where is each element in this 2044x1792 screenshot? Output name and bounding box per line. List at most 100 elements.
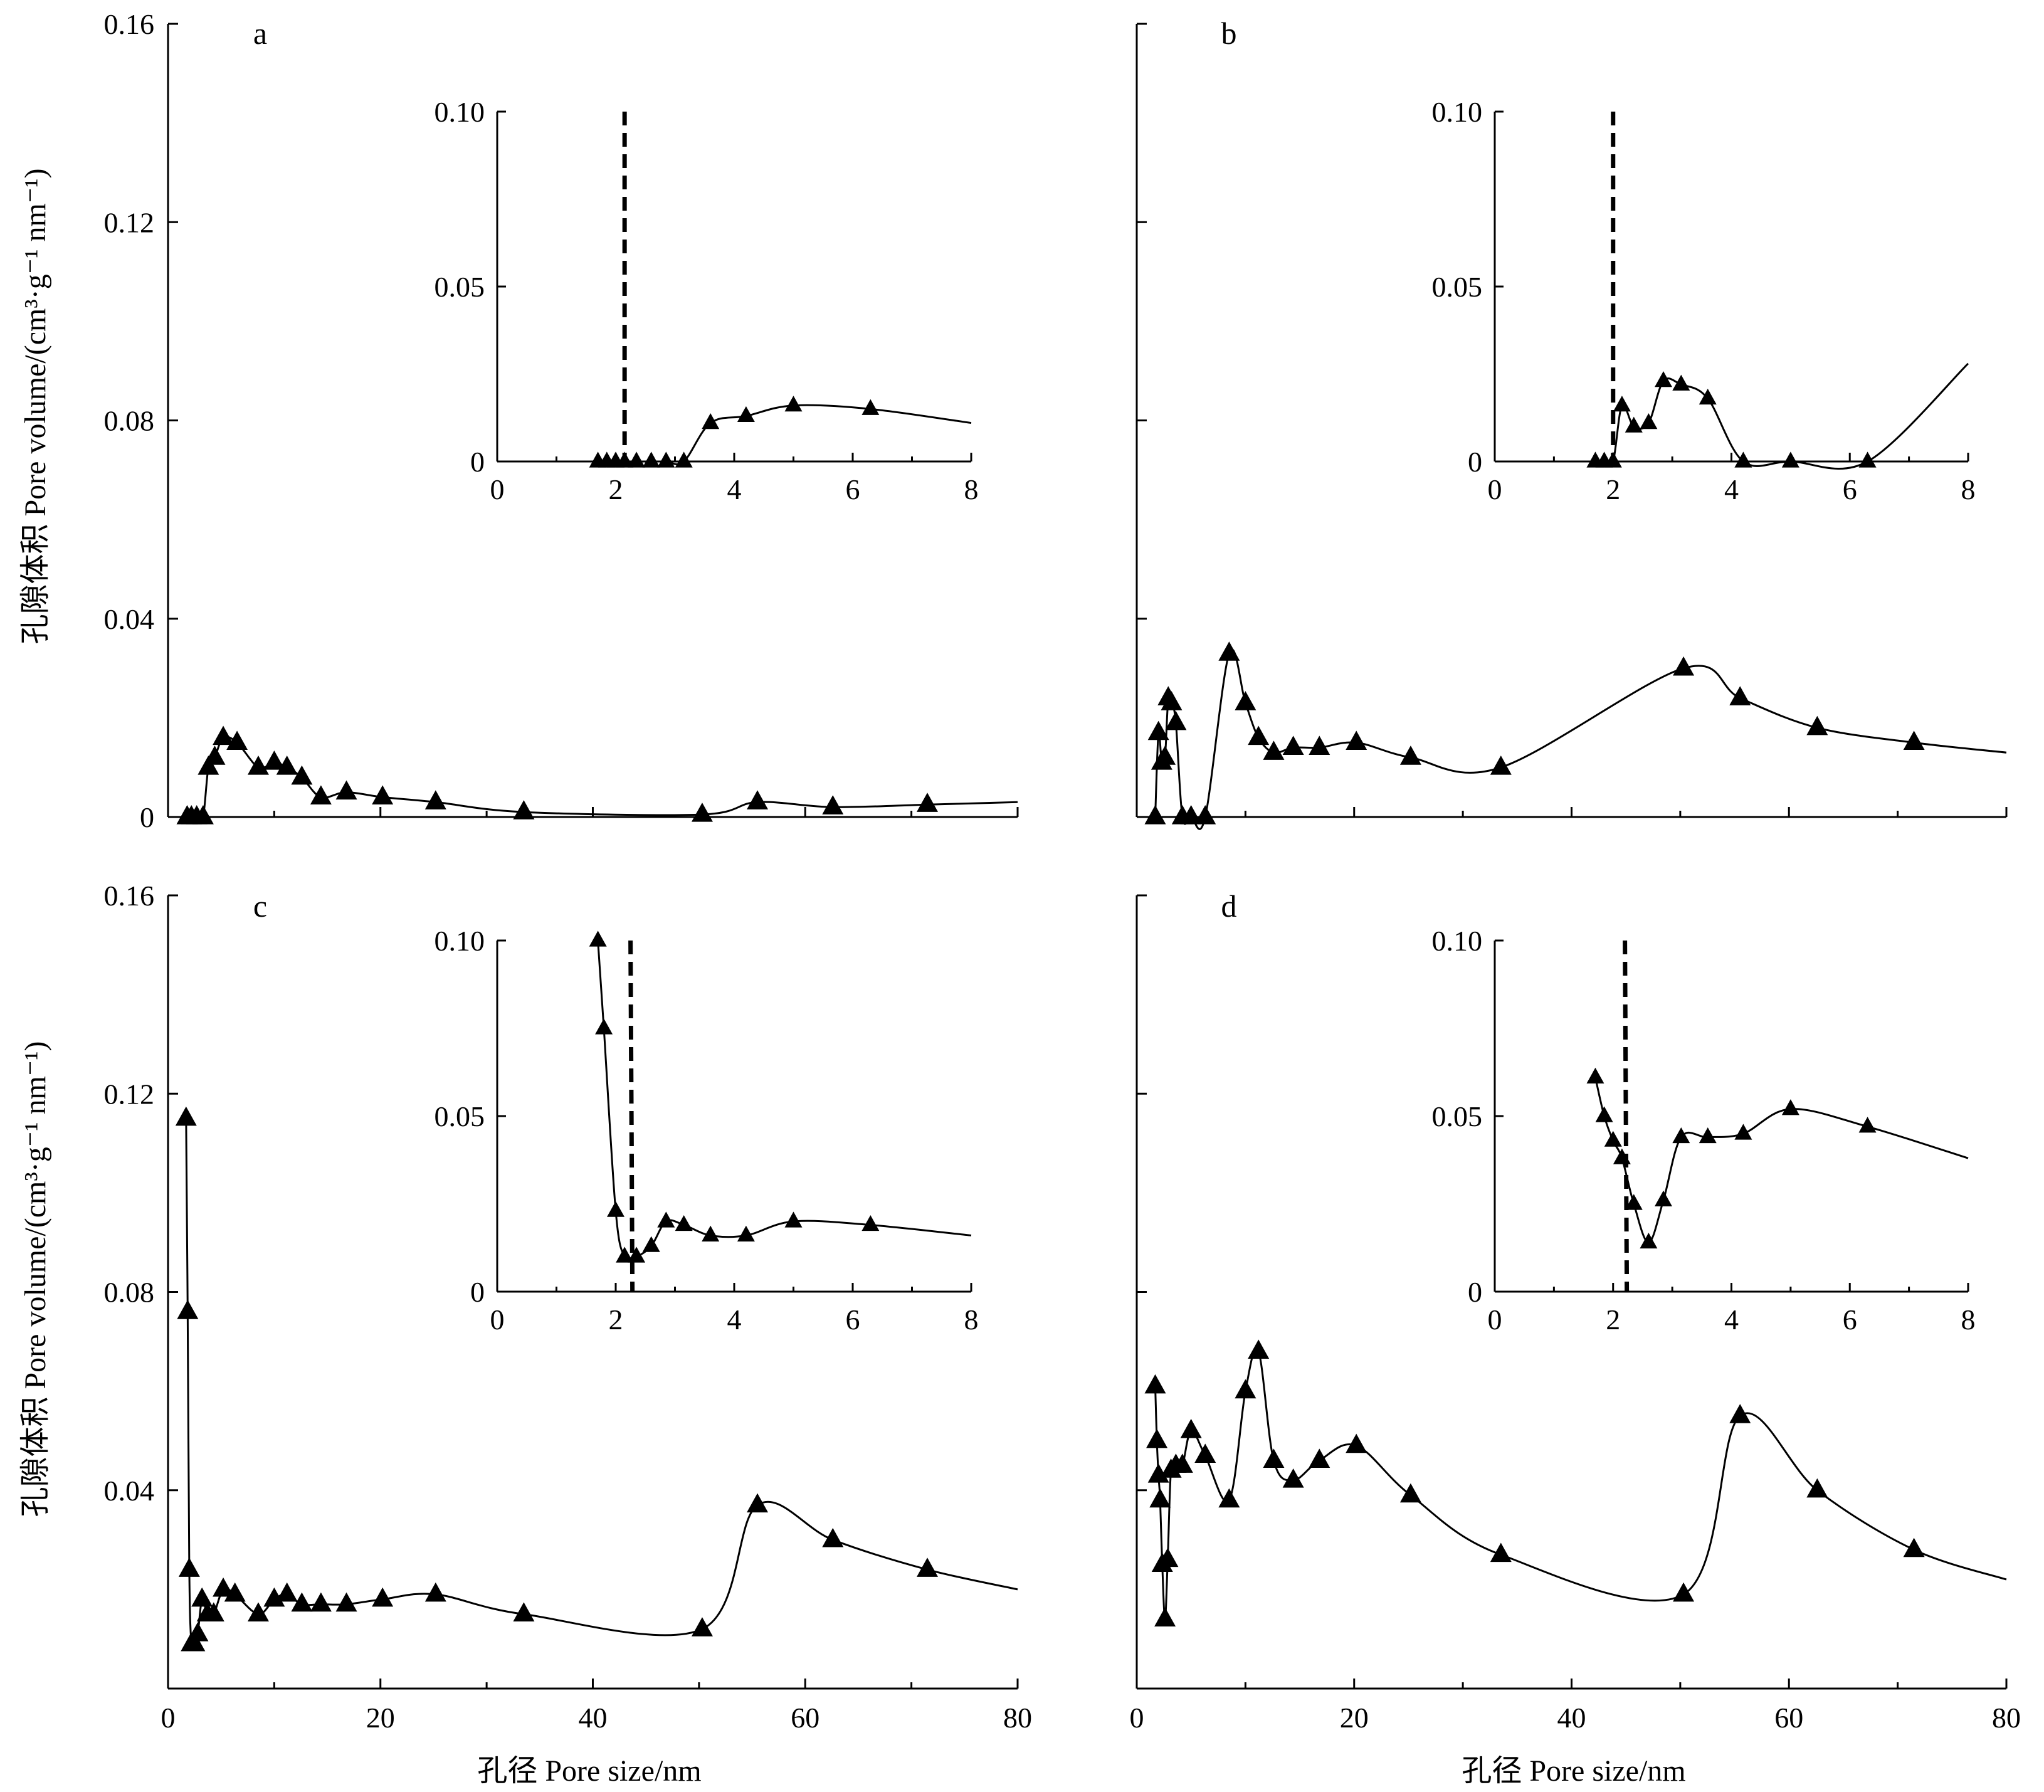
panel-b-data-point: [1282, 735, 1304, 755]
panel-b-data-point: [1729, 686, 1751, 705]
panel-d-data-point: [1180, 1418, 1202, 1438]
panel-a-inset-x-tick-label: 0: [490, 473, 505, 505]
panel-d-inset-data-point: [1781, 1099, 1799, 1115]
panel-d-data-point: [1144, 1374, 1166, 1394]
panel-a-inset-data-point: [675, 451, 693, 468]
panel-a-data-point: [192, 805, 214, 825]
panel-a-inset-y-tick-label: 0.10: [435, 96, 485, 128]
panel-d-data-point: [1146, 1428, 1168, 1448]
panel-c-inset-data-point: [595, 1018, 613, 1035]
panel-a-y-tick-label: 0: [140, 801, 154, 833]
panel-a-inset-y-tick-label: 0: [470, 446, 485, 478]
panel-b-data-point: [1147, 720, 1169, 741]
panel-c-x-tick-label: 20: [366, 1702, 395, 1734]
xlabel-left: 孔径 Pore size/nm: [477, 1754, 701, 1788]
panel-c-data-point: [263, 1587, 285, 1607]
panel-c-inset-data-point: [628, 1246, 646, 1263]
panel-c-data-point: [424, 1582, 446, 1602]
panel-c-data-point: [372, 1587, 394, 1607]
panel-d-data-point: [1235, 1379, 1256, 1399]
panel-b-data-point: [1309, 735, 1330, 755]
panel-c-y-tick-label: 0.12: [104, 1078, 155, 1110]
panel-b-inset-data-point: [1613, 396, 1631, 412]
panel-d-data-point: [1806, 1478, 1828, 1498]
panel-b-inset-y-tick-label: 0: [1468, 446, 1482, 478]
panel-c-data-point: [822, 1527, 844, 1547]
panel-a-data-point: [310, 785, 332, 805]
panel-d-inset-x-tick-label: 4: [1724, 1304, 1739, 1336]
panel-a-inset-data-point: [861, 399, 880, 415]
panel-b-data-point: [1490, 755, 1512, 775]
panel-c-inset-data-point: [589, 930, 607, 947]
panel-d-data-point: [1729, 1404, 1751, 1423]
panel-b-inset-x-tick-label: 2: [1606, 473, 1620, 505]
panel-b-inset-y-tick-label: 0.05: [1432, 271, 1483, 303]
panel-a-y-tick-label: 0.04: [104, 603, 155, 635]
panel-c-inset-data-point: [642, 1236, 660, 1252]
panel-a-inset-x-tick-label: 4: [727, 473, 742, 505]
panel-c-data-point: [184, 1631, 206, 1652]
panel-c-x-tick-label: 60: [791, 1702, 819, 1734]
panel-c-inset-data-point: [616, 1246, 634, 1263]
panel-a-inset-data-point: [628, 451, 646, 468]
panel-c-y-tick-label: 0.08: [104, 1277, 155, 1309]
panel-a-data-point: [747, 790, 769, 809]
panel-c-data-point: [276, 1582, 298, 1602]
panel-d-label: d: [1221, 888, 1237, 924]
panel-c-inset-x-tick-label: 0: [490, 1304, 505, 1336]
panel-b-data-point: [1263, 741, 1285, 760]
panel-d-inset-x-tick-label: 6: [1843, 1304, 1857, 1336]
panel-a-data-point: [204, 746, 226, 765]
panel-a-data-point: [917, 793, 939, 812]
panel-c-inset-data-point: [657, 1211, 675, 1228]
panel-a-data-point: [226, 730, 248, 751]
panel-a-label: a: [253, 16, 267, 51]
panel-c-inset-series-line: [597, 940, 972, 1262]
panel-c-y-tick-label: 0.16: [104, 880, 155, 912]
panel-a-series-line: [187, 735, 1018, 822]
panel-c-inset-data-point: [861, 1215, 880, 1231]
ylabel-top: 孔隙体积 Pore volume/(cm³·g⁻¹ nm⁻¹): [19, 168, 52, 644]
panel-a-data-point: [372, 785, 394, 805]
panel-b-inset-x-tick-label: 6: [1843, 473, 1857, 505]
panel-b-inset-data-point: [1734, 451, 1752, 468]
panel-c-data-point: [691, 1617, 713, 1637]
panel-d-data-point: [1154, 1607, 1176, 1626]
panel-b-data-point: [1180, 805, 1202, 825]
panel-b-inset-series-line: [1595, 362, 1969, 470]
panel-d-data-point: [1673, 1582, 1695, 1602]
panel-a-inset-series-line: [598, 404, 972, 465]
panel-b-inset-x-tick-label: 8: [1961, 473, 1976, 505]
panel-c-inset-y-tick-label: 0.10: [435, 925, 485, 957]
panel-d-inset-data-point: [1699, 1127, 1717, 1144]
panel-a-y-tick-label: 0.16: [104, 8, 155, 40]
panel-c-data-point: [191, 1587, 213, 1607]
panel-b-inset-data-point: [1699, 388, 1717, 405]
panel-c-data-point: [747, 1493, 769, 1513]
panel-d-inset-data-point: [1672, 1127, 1690, 1144]
panel-d-inset-data-point: [1625, 1194, 1643, 1210]
panel-b-series-line: [1154, 648, 2007, 830]
panel-d-inset-x-tick-label: 0: [1488, 1304, 1502, 1336]
panel-d-x-tick-label: 80: [1992, 1702, 2021, 1734]
panel-b-data-point: [1248, 725, 1270, 746]
panel-d-inset-data-point: [1858, 1117, 1877, 1133]
panel-c-data-point: [178, 1557, 200, 1577]
panel-c-data-point: [291, 1592, 313, 1612]
panel-b-data-point: [1154, 746, 1176, 765]
panel-c-inset-x-tick-label: 8: [964, 1304, 979, 1336]
panel-d-x-tick-label: 20: [1340, 1702, 1369, 1734]
panel-d-inset-y-tick-label: 0: [1468, 1276, 1482, 1308]
panel-b-inset-x-tick-label: 0: [1488, 473, 1502, 505]
panel-d-data-point: [1309, 1448, 1330, 1468]
panel-a-data-point: [513, 800, 535, 820]
panel-d-inset-x-tick-label: 8: [1961, 1304, 1976, 1336]
panel-a-inset-x-tick-label: 8: [964, 473, 979, 505]
panel-c-data-point: [203, 1602, 224, 1622]
panel-c-data-point: [513, 1602, 535, 1622]
panel-c-inset-data-point: [702, 1225, 720, 1241]
panel-d-data-point: [1171, 1453, 1193, 1473]
panel-c-data-point: [335, 1592, 357, 1612]
panel-b-data-point: [1673, 656, 1695, 676]
panel-a-inset-x-tick-label: 2: [609, 473, 623, 505]
